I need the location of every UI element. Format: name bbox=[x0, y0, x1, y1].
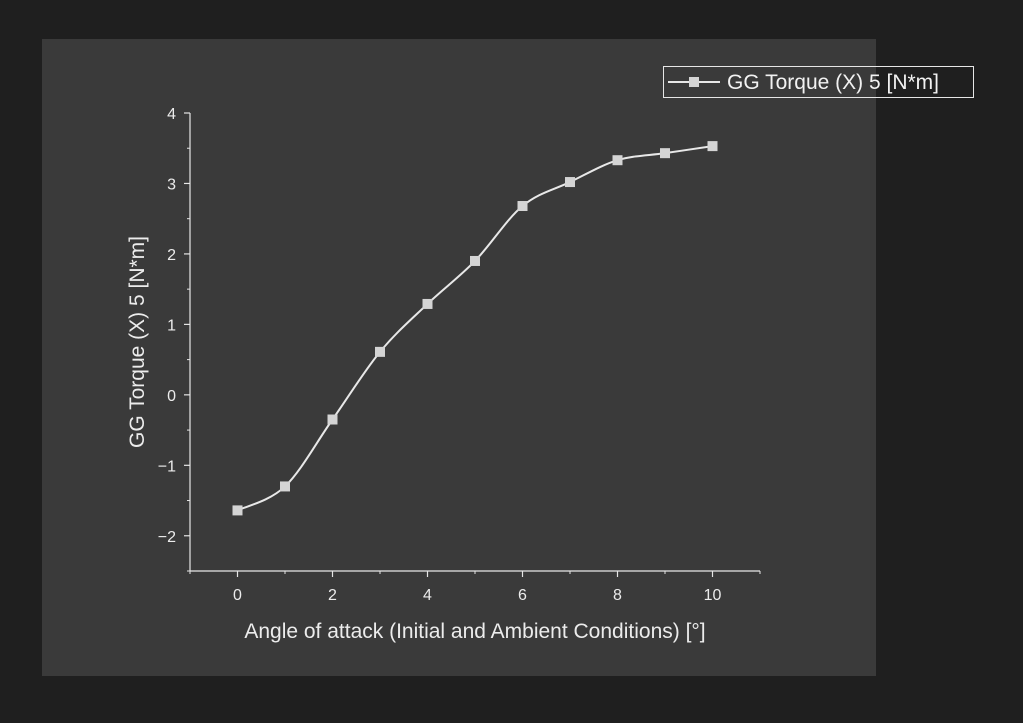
y-tick-label: −1 bbox=[158, 458, 176, 475]
data-point-marker bbox=[470, 255, 480, 266]
x-tick-label: 8 bbox=[613, 587, 622, 604]
x-tick-label: 10 bbox=[704, 587, 722, 604]
y-axis-title: GG Torque (X) 5 [N*m] bbox=[126, 236, 149, 448]
axes: −2 −1 0 1 2 3 4 0 2 4 6 8 10 bbox=[158, 106, 761, 604]
legend-label: GG Torque (X) 5 [N*m] bbox=[727, 71, 939, 94]
x-tick-label: 0 bbox=[233, 587, 242, 604]
y-tick-label: 1 bbox=[167, 317, 176, 334]
x-tick-label: 4 bbox=[423, 587, 432, 604]
data-point-marker bbox=[707, 141, 718, 152]
legend-box bbox=[663, 66, 974, 98]
data-point-marker bbox=[422, 298, 433, 309]
data-point-marker bbox=[565, 177, 575, 188]
legend-marker bbox=[689, 77, 699, 87]
x-tick-label: 6 bbox=[518, 587, 527, 604]
legend: GG Torque (X) 5 [N*m] bbox=[663, 66, 974, 98]
series-layer bbox=[232, 141, 718, 516]
y-tick-label: 3 bbox=[167, 176, 176, 193]
data-point-marker bbox=[660, 148, 670, 159]
data-point-marker bbox=[612, 155, 623, 166]
data-point-marker bbox=[517, 201, 528, 212]
data-point-marker bbox=[280, 481, 290, 492]
y-tick-label: 4 bbox=[167, 106, 176, 123]
x-axis-title: Angle of attack (Initial and Ambient Con… bbox=[244, 620, 705, 643]
data-point-marker bbox=[232, 505, 243, 516]
series-line bbox=[237, 145, 713, 512]
y-tick-label: 2 bbox=[167, 247, 176, 264]
data-point-marker bbox=[375, 346, 385, 357]
y-tick-label: 0 bbox=[167, 388, 176, 405]
y-tick-label: −2 bbox=[158, 529, 176, 546]
x-tick-label: 2 bbox=[328, 587, 337, 604]
data-point-marker bbox=[327, 414, 338, 425]
chart-panel-background bbox=[42, 39, 876, 676]
